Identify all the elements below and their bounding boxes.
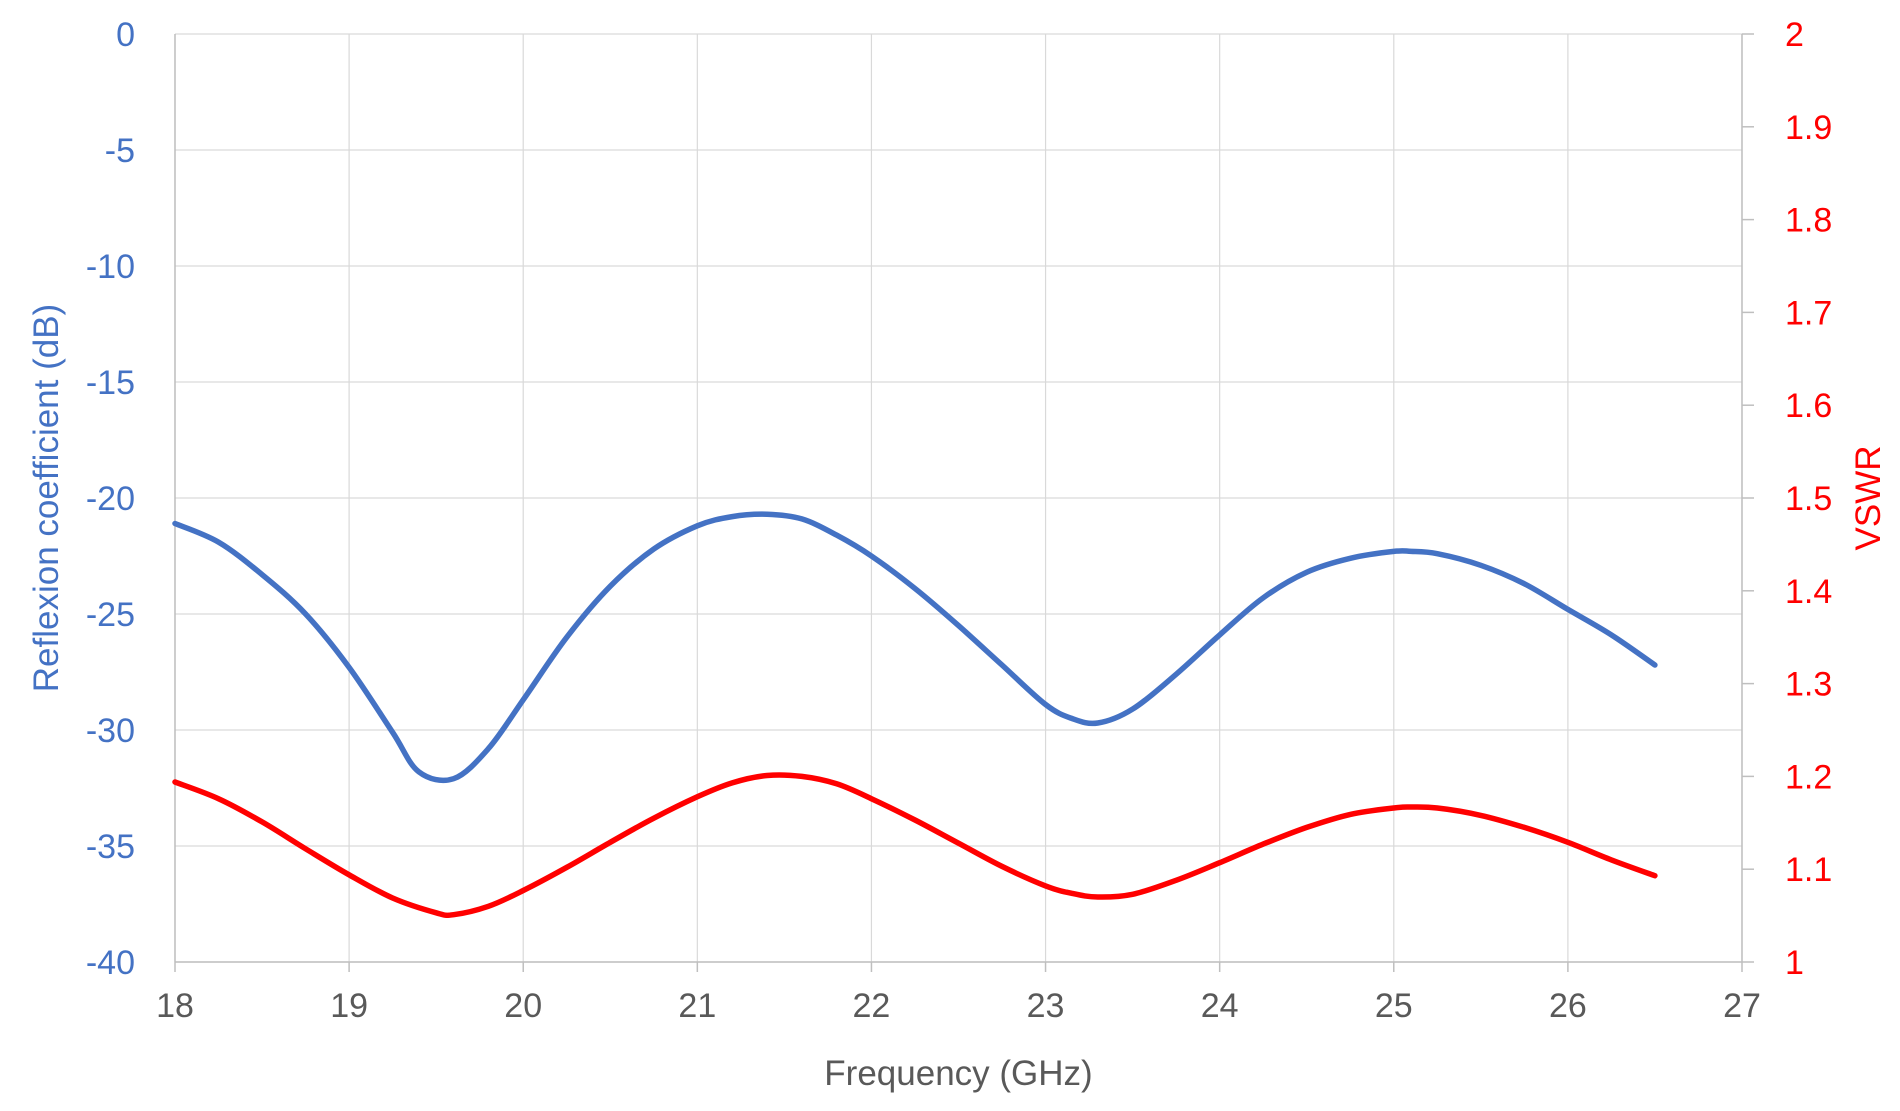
x-tick-label: 27 [1723, 987, 1761, 1025]
y-right-tick-label: 1.6 [1785, 387, 1832, 425]
y-right-tick-label: 1.4 [1785, 573, 1832, 611]
x-tick-label: 26 [1549, 987, 1587, 1025]
y-right-tick-label: 1 [1785, 944, 1804, 982]
x-tick-label: 18 [156, 987, 194, 1025]
x-tick-label: 23 [1027, 987, 1065, 1025]
x-tick-label: 19 [330, 987, 368, 1025]
y-right-tick-label: 1.3 [1785, 666, 1832, 704]
y-left-tick-label: -20 [86, 480, 135, 518]
y-right-tick-label: 1.1 [1785, 851, 1832, 889]
y-axis-right-title: VSWR [1849, 446, 1888, 551]
y-axis-left-title: Reflexion coefficient (dB) [27, 304, 66, 692]
y-left-tick-label: -35 [86, 828, 135, 866]
x-axis-title: Frequency (GHz) [824, 1054, 1092, 1093]
y-left-tick-label: -10 [86, 248, 135, 286]
vswr-series-line [172, 772, 1658, 919]
y-right-tick-label: 1.2 [1785, 758, 1832, 796]
y-left-tick-label: -15 [86, 364, 135, 402]
y-left-tick-label: -40 [86, 944, 135, 982]
y-right-tick-label: 1.8 [1785, 202, 1832, 240]
x-tick-label: 21 [678, 987, 716, 1025]
y-left-tick-label: -5 [105, 132, 135, 170]
axis-layer [174, 33, 1754, 972]
y-left-tick-label: -30 [86, 712, 135, 750]
reflexion-series-line [172, 511, 1658, 784]
x-tick-label: 25 [1375, 987, 1413, 1025]
y-right-tick-label: 1.7 [1785, 294, 1832, 332]
x-tick-label: 24 [1201, 987, 1239, 1025]
x-tick-label: 20 [504, 987, 542, 1025]
y-right-tick-label: 1.5 [1785, 480, 1832, 518]
y-left-tick-label: -25 [86, 596, 135, 634]
y-right-tick-label: 1.9 [1785, 109, 1832, 147]
y-left-tick-label: 0 [116, 16, 135, 54]
label-layer: 18 19 20 21 22 23 24 25 26 270-5-10-15-20-25-30-3… [86, 16, 1832, 1025]
series-layer [172, 511, 1658, 919]
x-tick-label: 22 [853, 987, 891, 1025]
y-right-tick-label: 2 [1785, 16, 1804, 54]
